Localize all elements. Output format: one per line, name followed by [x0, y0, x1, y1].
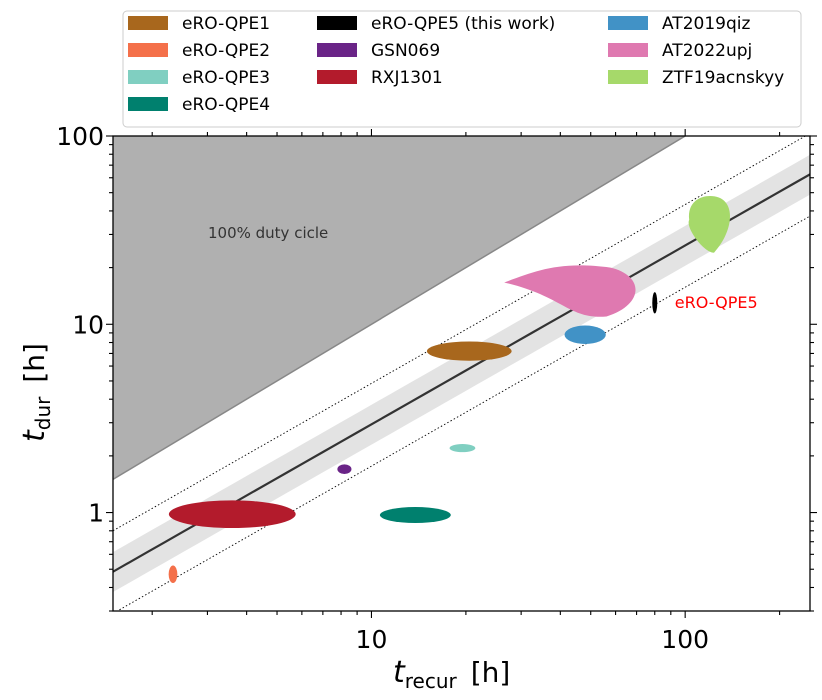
plot-frame [112, 135, 811, 612]
highlight-label: eRO-QPE5 [675, 293, 758, 312]
legend-swatch [128, 16, 168, 30]
lower-bound-line [116, 215, 810, 611]
legend-swatch [128, 70, 168, 84]
legend-label: RXJ1301 [371, 68, 443, 88]
source-gsn069 [337, 464, 352, 474]
source-rxj1301 [168, 500, 296, 529]
x-tick-label: 100 [661, 625, 709, 654]
y-axis-title: tdur[h] [17, 343, 55, 442]
upper-bound-line [113, 136, 807, 532]
legend-label: AT2019qiz [662, 14, 750, 34]
legend-label: eRO-QPE3 [182, 68, 270, 88]
legend-label: eRO-QPE5 (this work) [371, 14, 555, 34]
y-tick-label: 100 [56, 122, 104, 151]
legend-swatch [317, 43, 357, 57]
source-ero-qpe5-this-work [652, 292, 658, 314]
source-at2022upj [504, 265, 636, 317]
x-axis-title: trecur [h] [393, 655, 510, 693]
duty-cycle-line [113, 136, 687, 481]
source-ero-qpe1 [426, 341, 512, 361]
duty-cycle-label: 100% duty cicle [208, 224, 328, 242]
legend-swatch [128, 97, 168, 111]
y-tick-label: 1 [88, 499, 104, 528]
legend-swatch [317, 16, 357, 30]
legend-swatch [317, 70, 357, 84]
legend-swatch [608, 70, 648, 84]
legend-label: AT2022upj [662, 41, 752, 61]
legend-box [122, 10, 802, 128]
x-tick-label: 10 [356, 625, 388, 654]
legend-swatch [128, 43, 168, 57]
legend-label: eRO-QPE1 [182, 14, 270, 34]
source-at2019qiz [564, 325, 606, 344]
source-ero-qpe3 [449, 444, 476, 453]
legend-label: ZTF19acnskyy [662, 68, 784, 88]
y-tick-label: 10 [72, 310, 104, 339]
legend-label: eRO-QPE2 [182, 41, 270, 61]
legend-label: eRO-QPE4 [182, 95, 270, 115]
source-ero-qpe2 [168, 565, 178, 584]
legend-label: GSN069 [371, 41, 440, 61]
source-ztf19acnskyy [688, 196, 731, 253]
legend-swatch [608, 43, 648, 57]
legend-swatch [608, 16, 648, 30]
source-ero-qpe4 [379, 507, 451, 524]
